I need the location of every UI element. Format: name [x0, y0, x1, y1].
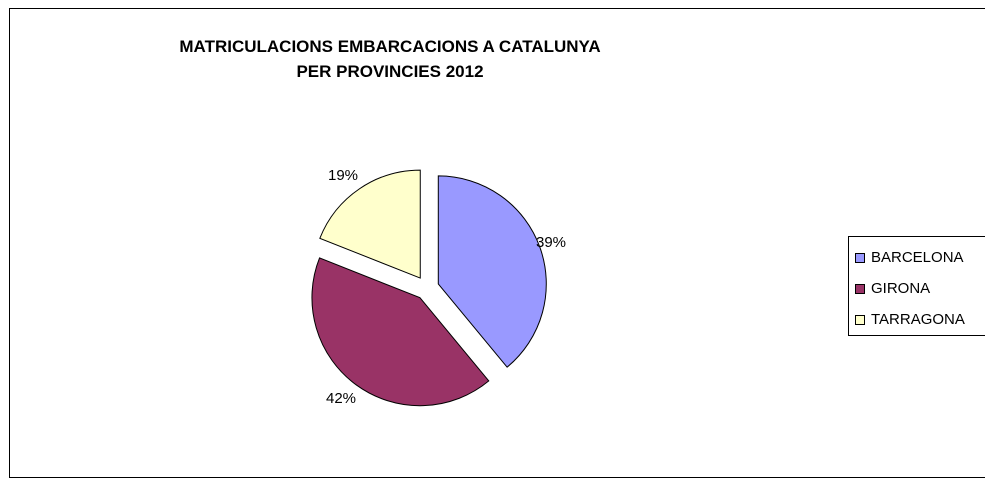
data-label-girona: 42%: [326, 390, 356, 407]
legend-swatch-girona: [855, 283, 865, 294]
legend-label-tarragona: TARRAGONA: [871, 311, 965, 328]
data-label-tarragona: 19%: [328, 167, 358, 184]
legend: BARCELONA GIRONA TARRAGONA: [848, 236, 985, 336]
pie-plot: 39% 42% 19%: [311, 167, 566, 407]
legend-swatch-tarragona: [855, 314, 865, 325]
pie-slice-barcelona: [437, 175, 547, 368]
legend-swatch-barcelona: [855, 252, 865, 263]
legend-item-barcelona: BARCELONA: [855, 249, 964, 266]
legend-item-girona: GIRONA: [855, 280, 930, 297]
chart-title-line-1: MATRICULACIONS EMBARCACIONS A CATALUNYA: [179, 37, 601, 56]
chart-title-line-2: PER PROVINCIES 2012: [296, 62, 484, 81]
legend-label-girona: GIRONA: [871, 280, 931, 297]
chart-title: MATRICULACIONS EMBARCACIONS A CATALUNYA …: [160, 34, 620, 84]
pie-slice-tarragona: [319, 169, 421, 279]
legend-item-tarragona: TARRAGONA: [855, 311, 965, 328]
pie-slice-girona: [311, 257, 490, 407]
legend-label-barcelona: BARCELONA: [871, 249, 964, 266]
data-label-barcelona: 39%: [536, 234, 566, 251]
